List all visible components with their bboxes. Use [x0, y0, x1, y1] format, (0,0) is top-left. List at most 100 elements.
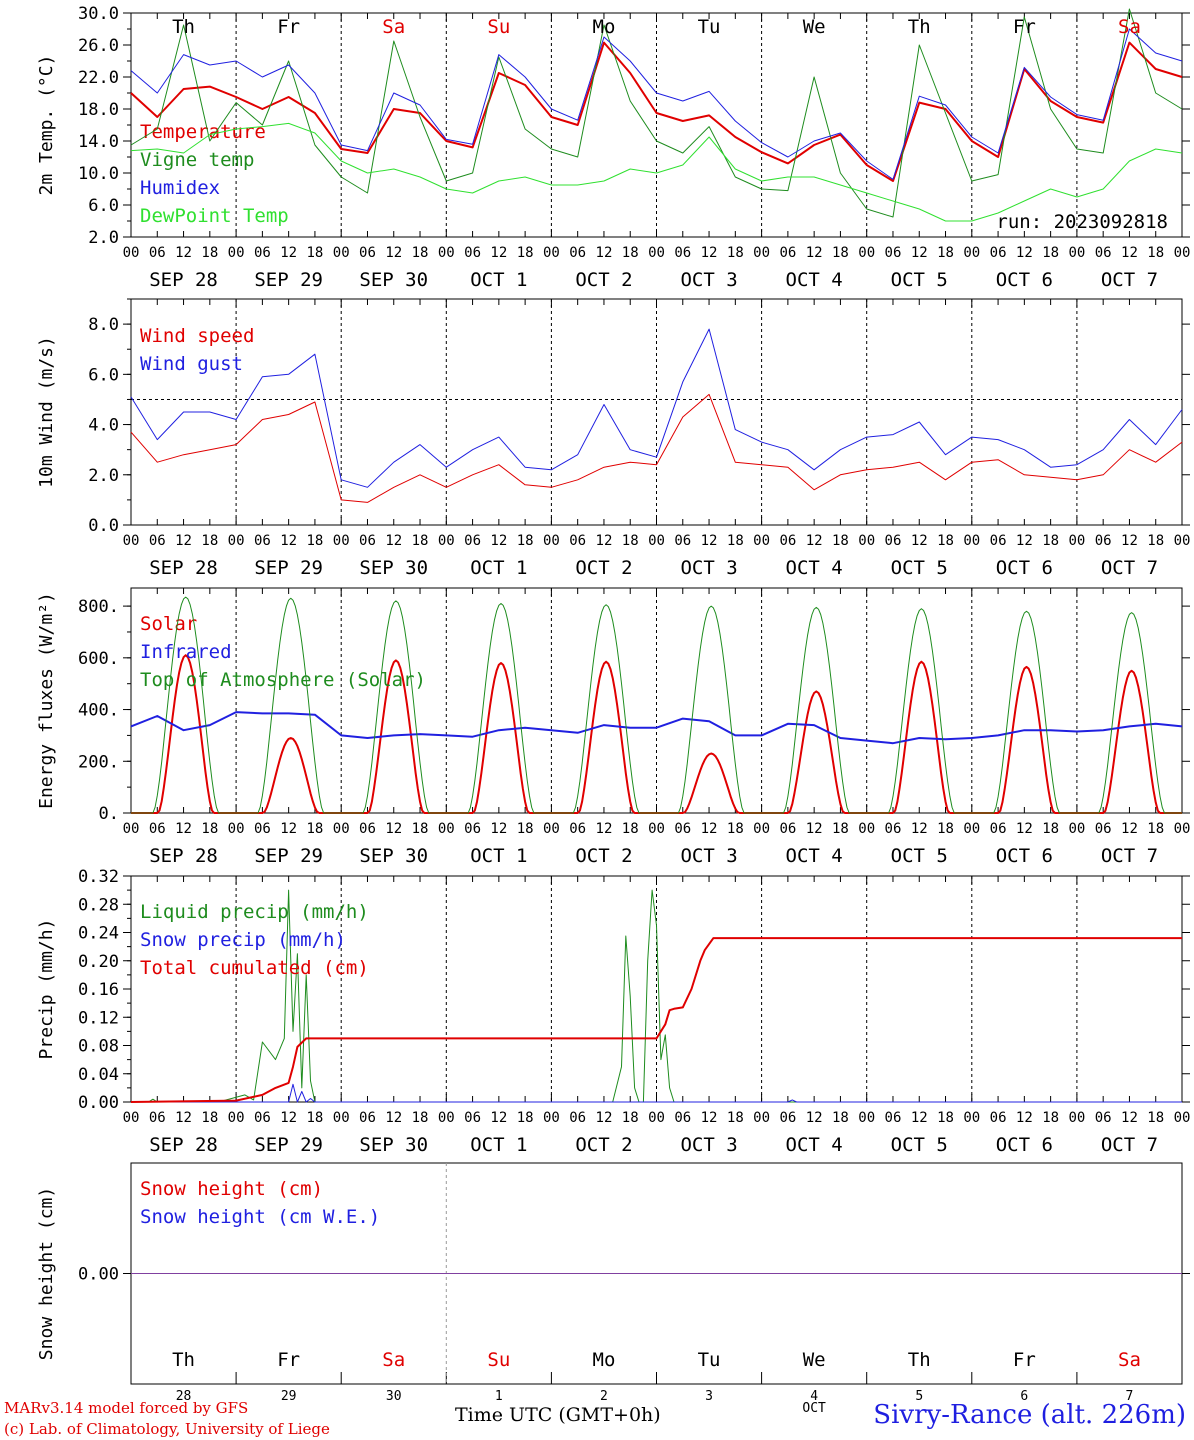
- date-label: SEP 30: [359, 1134, 428, 1156]
- hour-label: 18: [727, 821, 744, 837]
- hour-label: 18: [727, 245, 744, 261]
- hour-label: 06: [359, 245, 376, 261]
- date-label: OCT 3: [680, 557, 737, 579]
- hour-label: 12: [175, 245, 192, 261]
- hour-label: 00: [543, 245, 560, 261]
- y-tick-label: 600.: [78, 649, 119, 669]
- hour-label: 00: [963, 1110, 980, 1126]
- weekday-label: Th: [172, 1349, 195, 1371]
- panel-3: 00 06 12 18 00 06 12 18 00 06 12 18 00 06 12 18 00 06 12 18…: [36, 587, 1190, 867]
- hour-label: 12: [490, 821, 507, 837]
- hour-label: 18: [1042, 1110, 1059, 1126]
- date-label: OCT 2: [575, 845, 632, 867]
- date-label: SEP 28: [149, 845, 218, 867]
- weekday-label: Sa: [382, 16, 405, 38]
- hour-label: 18: [412, 533, 429, 549]
- hour-label: 12: [911, 821, 928, 837]
- hour-label: 00: [858, 533, 875, 549]
- hour-label: 12: [280, 821, 297, 837]
- y-tick-label: 6.0: [88, 365, 119, 385]
- y-tick-label: 0.08: [78, 1037, 119, 1057]
- y-tick-label: 0.: [99, 804, 119, 824]
- series-line-4: [130, 122, 1183, 222]
- hour-label: 00: [858, 245, 875, 261]
- date-label: OCT 7: [1101, 269, 1158, 291]
- hour-label: 12: [806, 245, 823, 261]
- panel-1: 00 06 12 18 00 06 12 18 00 06 12 18 00 06 12 18 00 06 12 18…: [36, 4, 1190, 291]
- hour-label: 06: [569, 821, 586, 837]
- date-label: OCT 1: [470, 1134, 527, 1156]
- hour-label: 00: [438, 1110, 455, 1126]
- weekday-label: Mo: [593, 1349, 616, 1371]
- series-line-2: [131, 1083, 1182, 1103]
- hour-label: 06: [674, 533, 691, 549]
- hour-label: 18: [832, 533, 849, 549]
- hour-label: 00: [123, 821, 140, 837]
- series-line-3: [130, 937, 1182, 1103]
- y-tick-label: 2.0: [88, 228, 119, 248]
- date-label: OCT 4: [786, 557, 843, 579]
- hour-label: 12: [701, 821, 718, 837]
- hour-label: 06: [990, 533, 1007, 549]
- hour-label: 06: [990, 821, 1007, 837]
- hour-label: 18: [1042, 245, 1059, 261]
- hour-label: 12: [701, 245, 718, 261]
- weekday-label: Fr: [277, 16, 300, 38]
- hour-label: 06: [569, 245, 586, 261]
- date-label: OCT 5: [891, 557, 948, 579]
- date-label: OCT 6: [996, 845, 1053, 867]
- hour-label: 06: [674, 821, 691, 837]
- legend-entry-1: Temperature: [140, 121, 266, 143]
- y-tick-label: 0.16: [78, 980, 119, 1000]
- hour-label: 12: [280, 245, 297, 261]
- hour-label: 18: [201, 245, 218, 261]
- y-axis-label: 2m Temp. (°C): [36, 55, 57, 196]
- legend-entry-2: Snow precip (mm/h): [140, 929, 346, 951]
- hour-label: 00: [753, 245, 770, 261]
- hour-label: 06: [779, 533, 796, 549]
- y-tick-label: 0.24: [78, 924, 119, 944]
- date-label: OCT 7: [1101, 557, 1158, 579]
- hour-label: 18: [201, 821, 218, 837]
- y-axis-label: 10m Wind (m/s): [36, 336, 57, 488]
- y-axis-label: Precip (mm/h): [36, 919, 57, 1060]
- hour-label: 18: [517, 245, 534, 261]
- hour-label: 00: [1068, 821, 1085, 837]
- date-label: OCT 1: [470, 845, 527, 867]
- hour-label: 00: [648, 821, 665, 837]
- y-tick-label: 0.12: [78, 1008, 119, 1028]
- hour-label: 12: [596, 1110, 613, 1126]
- hour-label: 06: [885, 1110, 902, 1126]
- date-label: OCT 4: [786, 845, 843, 867]
- date-label: OCT 6: [996, 269, 1053, 291]
- hour-label: 06: [464, 1110, 481, 1126]
- hour-label: 00: [228, 821, 245, 837]
- date-label: SEP 30: [359, 269, 428, 291]
- y-tick-label: 0.04: [78, 1065, 119, 1085]
- hour-label: 00: [753, 533, 770, 549]
- hour-label: 00: [963, 245, 980, 261]
- credit-line-2: (c) Lab. of Climatology, University of L…: [4, 1420, 330, 1438]
- date-label: SEP 29: [254, 269, 323, 291]
- hour-label: 18: [306, 245, 323, 261]
- y-axis-label: Energy fluxes (W/m²): [36, 592, 57, 809]
- hour-label: 00: [648, 533, 665, 549]
- y-tick-label: 0.00: [78, 1093, 119, 1113]
- hour-label: 12: [490, 533, 507, 549]
- hour-label: 12: [596, 533, 613, 549]
- hour-label: 06: [990, 245, 1007, 261]
- hour-label: 18: [517, 1110, 534, 1126]
- hour-label: 00: [858, 821, 875, 837]
- day-number: 29: [281, 1389, 297, 1404]
- weekday-label: Tu: [698, 16, 721, 38]
- hour-label: 06: [1095, 533, 1112, 549]
- panel-2: 00 06 12 18 00 06 12 18 00 06 12 18 00 06 12 18 00 06 12 18…: [36, 298, 1190, 579]
- weekday-label: Sa: [382, 1349, 405, 1371]
- hour-label: 18: [1147, 245, 1164, 261]
- weekday-label: Tu: [698, 1349, 721, 1371]
- hour-label: 12: [806, 821, 823, 837]
- hour-label: 18: [306, 533, 323, 549]
- date-label: OCT 5: [891, 845, 948, 867]
- date-label: OCT 4: [786, 1134, 843, 1156]
